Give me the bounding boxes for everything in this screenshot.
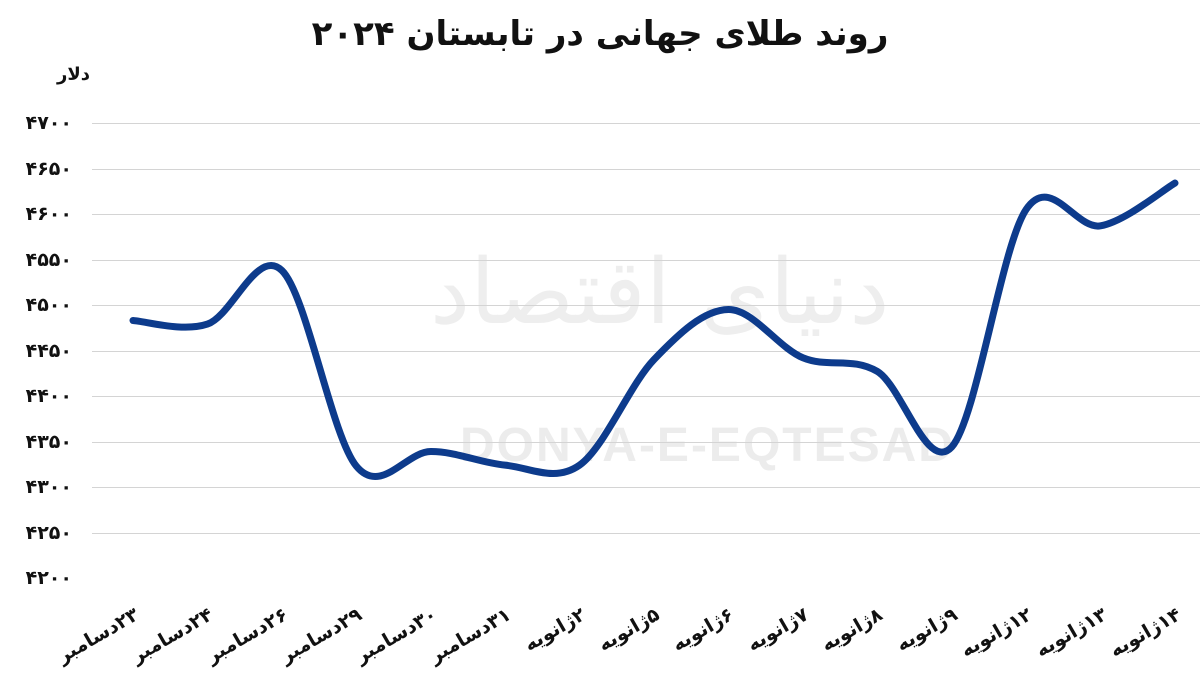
y-tick-label: ۴۴۵۰ — [25, 339, 72, 362]
gridline — [92, 214, 1200, 215]
y-axis-unit-label: دلار — [56, 64, 90, 85]
watermark-persian: دنیای اقتصاد — [430, 240, 890, 345]
gridline — [92, 487, 1200, 488]
y-tick-label: ۴۳۰۰ — [25, 476, 72, 498]
gridline — [92, 260, 1200, 261]
gridline — [92, 169, 1200, 170]
gridline — [92, 351, 1200, 352]
y-tick-label: ۴۶۰۰ — [25, 203, 72, 225]
gridline — [92, 442, 1200, 443]
y-tick-label: ۴۷۰۰ — [25, 112, 72, 134]
y-tick-label: ۴۵۵۰ — [25, 248, 72, 271]
y-tick-label: ۴۶۵۰ — [25, 157, 72, 180]
gridline — [92, 533, 1200, 534]
gridline — [92, 123, 1200, 124]
chart-title: روند طلای جهانی در تابستان ۲۰۲۴ — [311, 14, 889, 54]
y-tick-label: ۴۲۵۰ — [25, 521, 72, 544]
y-tick-label: ۴۵۰۰ — [25, 294, 72, 316]
y-tick-label: ۴۲۰۰ — [25, 567, 72, 589]
y-tick-label: ۴۴۰۰ — [25, 385, 72, 407]
watermark-english: DONYA-E-EQTESAD — [460, 419, 955, 472]
gold-price-line — [129, 179, 1179, 480]
gridline — [92, 305, 1200, 306]
y-tick-label: ۴۳۵۰ — [25, 430, 72, 453]
gridline — [92, 396, 1200, 397]
